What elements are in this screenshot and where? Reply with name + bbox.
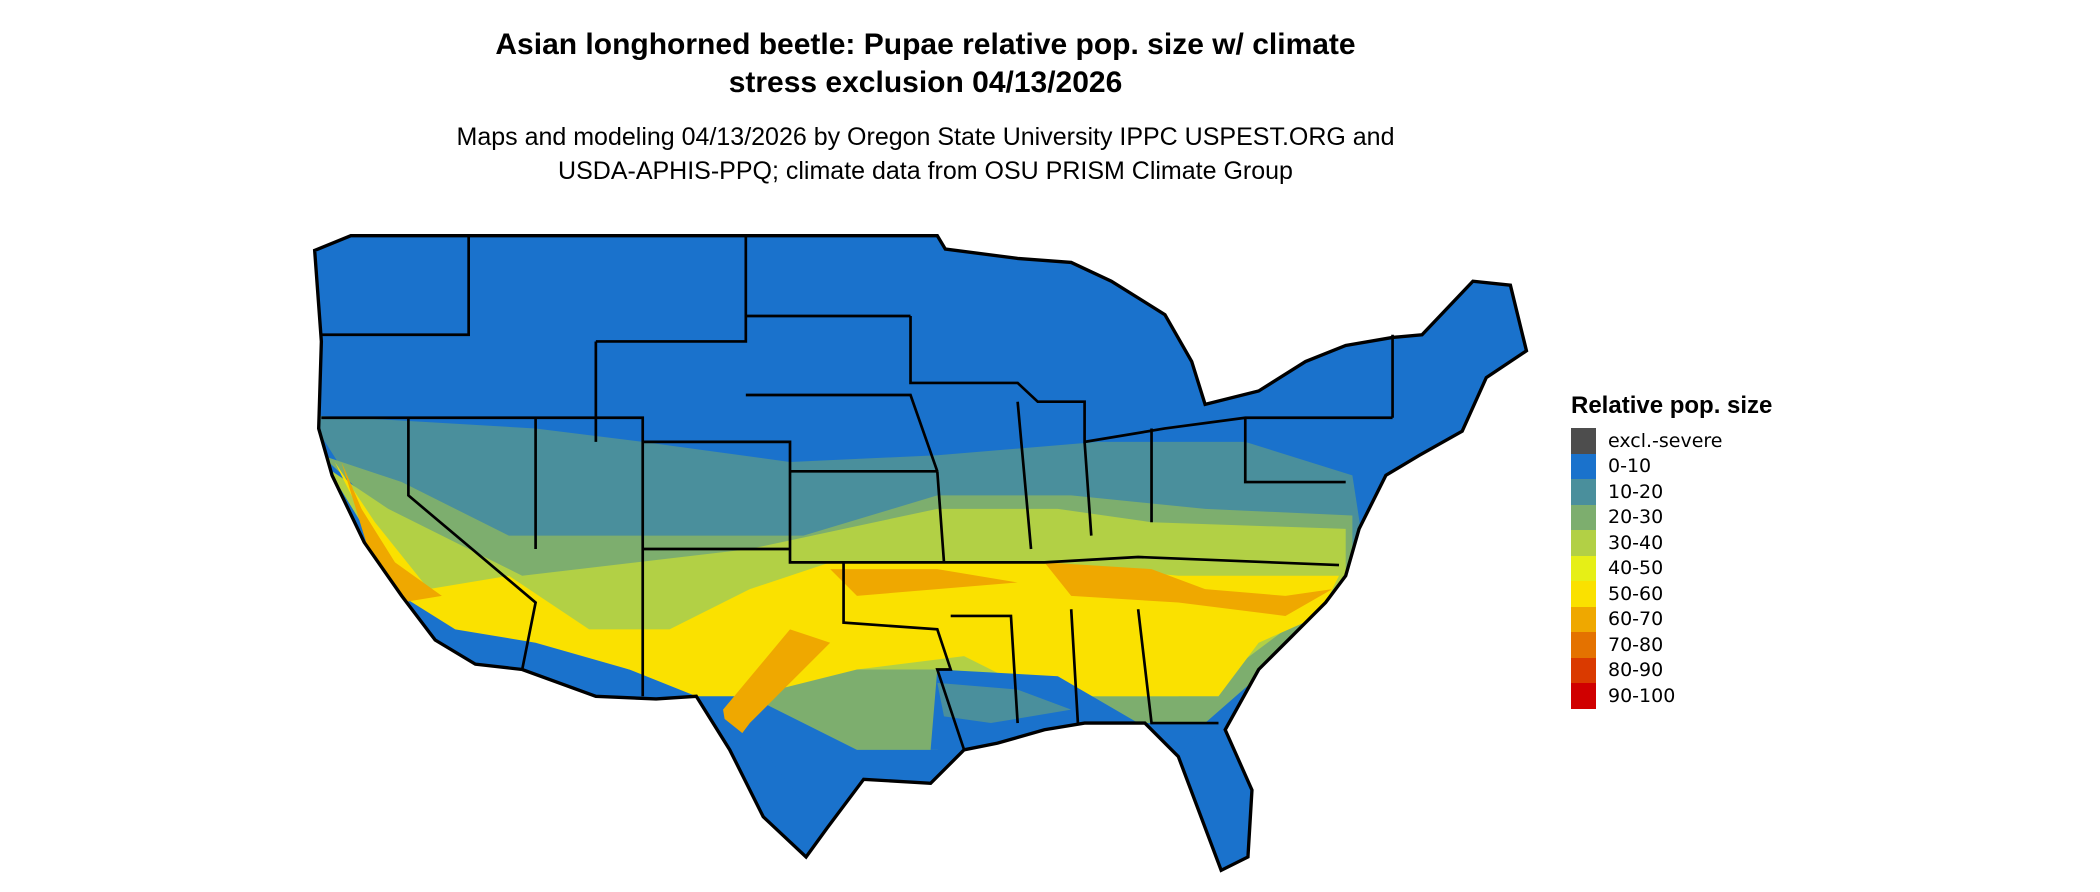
legend-swatch bbox=[1571, 555, 1596, 581]
legend-label: 20-30 bbox=[1608, 506, 1664, 529]
legend-item: 80-90 bbox=[1571, 657, 1772, 683]
legend-item: excl.-severe bbox=[1571, 428, 1772, 454]
subtitle-line-2: USDA-APHIS-PPQ; climate data from OSU PR… bbox=[558, 157, 1293, 185]
legend-label: 40-50 bbox=[1608, 557, 1664, 580]
legend-label: 70-80 bbox=[1608, 633, 1664, 656]
legend-item: 90-100 bbox=[1571, 683, 1772, 709]
legend-item: 40-50 bbox=[1571, 555, 1772, 581]
zone-0-10-south bbox=[696, 669, 1252, 871]
legend-label: 50-60 bbox=[1608, 582, 1664, 605]
zone-10-20-gulf bbox=[937, 682, 1072, 724]
map-subtitle: Maps and modeling 04/13/2026 by Oregon S… bbox=[0, 120, 1851, 188]
legend-swatch bbox=[1571, 479, 1596, 505]
legend-swatch bbox=[1571, 453, 1596, 479]
legend-swatch bbox=[1571, 504, 1596, 530]
legend-label: 90-100 bbox=[1608, 684, 1676, 707]
legend-swatch bbox=[1571, 581, 1596, 607]
legend: Relative pop. size excl.-severe 0-10 10-20… bbox=[1571, 392, 1772, 709]
legend-item: 10-20 bbox=[1571, 479, 1772, 505]
legend-item: 0-10 bbox=[1571, 453, 1772, 479]
legend-label: excl.-severe bbox=[1608, 429, 1723, 452]
zone-50-60 bbox=[334, 461, 1339, 697]
legend-swatch bbox=[1571, 632, 1596, 658]
legend-item: 50-60 bbox=[1571, 581, 1772, 607]
legend-title: Relative pop. size bbox=[1571, 392, 1773, 419]
legend-items: excl.-severe 0-10 10-20 20-30 30-40 40-50 50-6… bbox=[1571, 428, 1772, 709]
legend-item: 60-70 bbox=[1571, 606, 1772, 632]
legend-label: 0-10 bbox=[1608, 455, 1652, 478]
legend-item: 30-40 bbox=[1571, 530, 1772, 556]
legend-label: 80-90 bbox=[1608, 659, 1664, 682]
state-borders bbox=[321, 235, 1394, 751]
title-line-2: stress exclusion 04/13/2026 bbox=[728, 66, 1123, 99]
legend-swatch bbox=[1571, 657, 1596, 683]
legend-swatch bbox=[1571, 683, 1596, 709]
legend-label: 60-70 bbox=[1608, 608, 1664, 631]
legend-swatch bbox=[1571, 606, 1596, 632]
title-line-1: Asian longhorned beetle: Pupae relative … bbox=[495, 28, 1356, 61]
legend-item: 70-80 bbox=[1571, 632, 1772, 658]
subtitle-line-1: Maps and modeling 04/13/2026 by Oregon S… bbox=[456, 123, 1395, 151]
legend-swatch bbox=[1571, 428, 1596, 454]
legend-label: 10-20 bbox=[1608, 480, 1664, 503]
legend-label: 30-40 bbox=[1608, 531, 1664, 554]
map-title: Asian longhorned beetle: Pupae relative … bbox=[0, 26, 1851, 102]
legend-item: 20-30 bbox=[1571, 504, 1772, 530]
legend-swatch bbox=[1571, 530, 1596, 556]
